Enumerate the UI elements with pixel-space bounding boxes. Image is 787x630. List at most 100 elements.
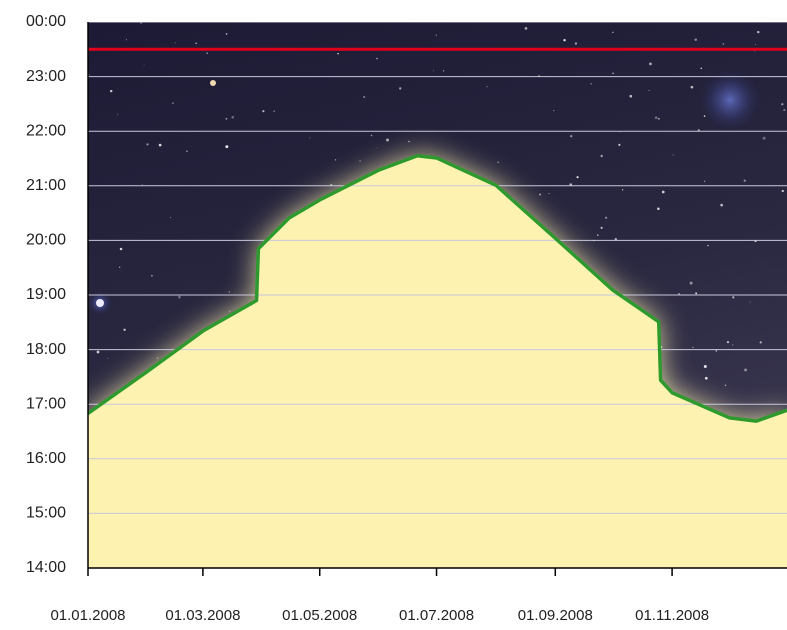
star <box>727 341 729 343</box>
star <box>662 191 665 194</box>
star <box>123 329 125 331</box>
star <box>337 53 339 55</box>
star <box>622 189 623 190</box>
star <box>549 193 550 194</box>
star <box>763 137 766 140</box>
star <box>620 132 621 133</box>
star <box>649 90 650 91</box>
star <box>781 103 783 105</box>
star <box>126 39 127 40</box>
star <box>655 116 658 119</box>
x-tick-label: 01.03.2008 <box>165 607 240 624</box>
star <box>755 44 756 45</box>
star <box>377 147 378 148</box>
star <box>673 154 674 155</box>
star <box>487 86 488 87</box>
star <box>707 245 709 247</box>
star <box>690 282 693 285</box>
star <box>120 248 123 251</box>
y-tick-label: 00:00 <box>26 13 66 30</box>
star <box>159 144 162 147</box>
star <box>110 90 112 92</box>
star <box>725 385 727 387</box>
star <box>723 43 725 45</box>
star <box>575 42 577 44</box>
star <box>600 155 602 157</box>
star <box>175 42 176 43</box>
star-cluster <box>700 70 760 130</box>
star <box>553 110 554 111</box>
star <box>142 184 143 185</box>
star <box>601 227 603 229</box>
x-tick-label: 01.11.2008 <box>635 607 709 624</box>
star <box>119 267 120 268</box>
star <box>157 357 158 358</box>
star <box>570 135 572 137</box>
star <box>692 347 693 348</box>
chart: 14:0015:0016:0017:0018:0019:0020:0021:00… <box>0 0 787 630</box>
star <box>97 351 100 354</box>
star <box>525 27 528 30</box>
star <box>443 70 444 71</box>
star <box>720 204 723 207</box>
star <box>732 296 734 298</box>
star <box>178 296 181 299</box>
star <box>497 161 499 163</box>
star <box>195 42 197 44</box>
star <box>309 137 310 138</box>
star <box>760 341 762 343</box>
star <box>612 72 614 74</box>
star <box>408 141 409 142</box>
star <box>399 87 401 89</box>
plot-area <box>87 22 787 568</box>
star <box>695 292 697 294</box>
star <box>732 344 733 345</box>
x-tick-label: 01.09.2008 <box>518 607 593 624</box>
star <box>597 234 599 236</box>
star <box>750 301 751 302</box>
star <box>705 377 708 380</box>
star <box>117 114 118 115</box>
star <box>210 80 216 86</box>
star <box>273 110 274 111</box>
star <box>376 58 377 59</box>
star <box>691 86 694 89</box>
star <box>231 116 234 119</box>
star <box>144 65 145 66</box>
star <box>757 31 759 33</box>
star <box>591 83 592 84</box>
star <box>782 190 784 192</box>
star <box>701 68 702 69</box>
star <box>229 291 230 292</box>
star <box>695 39 697 41</box>
star <box>630 95 633 98</box>
y-tick-label: 22:00 <box>26 122 66 139</box>
y-tick-label: 14:00 <box>26 559 66 576</box>
star <box>96 299 104 307</box>
y-tick-label: 16:00 <box>26 450 66 467</box>
star <box>576 176 578 178</box>
star <box>563 39 565 41</box>
star <box>605 217 607 219</box>
star <box>335 159 336 160</box>
star <box>618 144 620 146</box>
star <box>649 62 652 65</box>
star <box>371 135 373 137</box>
y-tick-label: 17:00 <box>26 395 66 412</box>
star <box>433 70 434 71</box>
star <box>170 217 171 218</box>
star <box>704 115 706 117</box>
star <box>225 145 228 148</box>
star <box>716 350 718 352</box>
y-tick-label: 20:00 <box>26 232 66 249</box>
y-tick-label: 21:00 <box>26 177 66 194</box>
star <box>107 358 108 359</box>
star <box>226 33 228 35</box>
star <box>744 180 746 182</box>
star <box>783 109 785 111</box>
star <box>172 102 174 104</box>
star <box>359 160 361 162</box>
star <box>186 150 188 152</box>
star <box>229 310 230 311</box>
star <box>704 181 705 182</box>
